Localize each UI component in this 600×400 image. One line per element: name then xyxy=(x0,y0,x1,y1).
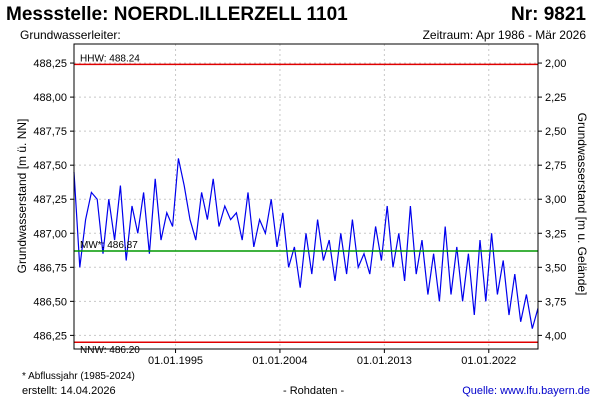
y-tick-label: 488,25 xyxy=(33,58,67,70)
source-link[interactable]: Quelle: www.lfu.bayern.de xyxy=(462,385,590,397)
y-tick-label: 486,75 xyxy=(33,262,67,274)
y-tick-label: 486,50 xyxy=(33,296,67,308)
raw-data-note: - Rohdaten - xyxy=(283,385,345,397)
y2-tick-label: 4,00 xyxy=(545,330,566,342)
y-axis-title: Grundwasserstand [m ü. NN] xyxy=(15,119,29,274)
reference-line-label: MW*: 486.87 xyxy=(80,240,138,251)
axes: 486,25 486,50 486,75 487,00 487,25 487,50 487,… xyxy=(33,43,566,367)
y2-tick-label: 3,50 xyxy=(545,262,566,274)
y-tick-label: 487,00 xyxy=(33,228,67,240)
reference-lines: HHW: 488.24 MW*: 486.87 NNW: 486.20 xyxy=(74,53,538,356)
y-tick-label: 487,25 xyxy=(33,194,67,206)
page-title: Messstelle: NOERDL.ILLERZELL 1101 xyxy=(6,4,348,25)
y2-tick-label: 3,75 xyxy=(545,296,566,308)
y-tick-label: 486,25 xyxy=(33,330,67,342)
footnote: * Abflussjahr (1985-2024) xyxy=(22,371,135,382)
water-level-line xyxy=(73,158,539,329)
period-label: Zeitraum: Apr 1986 - Mär 2026 xyxy=(422,28,586,42)
y2-tick-label: 3,25 xyxy=(545,228,566,240)
y-tick-label: 487,75 xyxy=(33,126,67,138)
station-number: Nr: 9821 xyxy=(511,4,586,25)
y2-tick-label: 3,00 xyxy=(545,194,566,206)
x-tick-label: 01.01.1995 xyxy=(148,355,203,367)
x-tick-label: 01.01.2013 xyxy=(357,355,412,367)
created-date: erstellt: 14.04.2026 xyxy=(22,385,116,397)
plot-frame xyxy=(73,43,539,350)
y-tick-label: 488,00 xyxy=(33,92,67,104)
y2-tick-label: 2,25 xyxy=(545,92,566,104)
aquifer-label: Grundwasserleiter: xyxy=(20,28,121,42)
y2-tick-label: 2,00 xyxy=(545,58,566,70)
y2-tick-label: 2,75 xyxy=(545,160,566,172)
x-tick-label: 01.01.2004 xyxy=(252,355,307,367)
series-layer xyxy=(73,158,539,329)
y2-axis-title: Grundwasserstand [m u. Gelände] xyxy=(575,113,589,296)
y-tick-label: 487,50 xyxy=(33,160,67,172)
y2-tick-label: 2,50 xyxy=(545,126,566,138)
x-tick-label: 01.01.2022 xyxy=(461,355,516,367)
grid-layer xyxy=(74,44,538,349)
reference-line-label: HHW: 488.24 xyxy=(80,53,140,64)
reference-line-label: NNW: 486.20 xyxy=(80,345,140,356)
